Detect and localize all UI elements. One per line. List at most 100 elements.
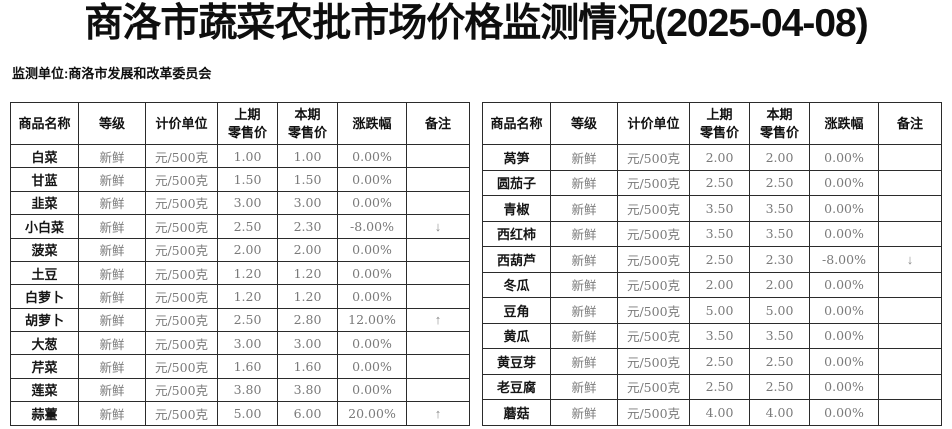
- unit-cell: 元/500克: [145, 307, 218, 333]
- curr-cell: 3.50: [749, 220, 810, 247]
- column-header-name: 商品名称: [482, 102, 551, 145]
- column-header-change: 涨跌幅: [809, 102, 879, 145]
- grade-cell: 新鲜: [550, 195, 618, 222]
- prev-cell: 1.00: [217, 143, 278, 169]
- change-cell: 0.00%: [337, 190, 407, 216]
- remark-cell: ↓: [406, 214, 470, 239]
- column-header-name: 商品名称: [10, 102, 79, 145]
- change-cell: -8.00%: [809, 246, 879, 273]
- remark-cell: [878, 297, 942, 324]
- curr-cell: 1.60: [277, 354, 338, 379]
- prev-cell: 1.50: [217, 167, 278, 192]
- trend-up-icon: ↑: [434, 312, 442, 328]
- table-row: 西红柿 新鲜 元/500克 3.50 3.50 0.00%: [482, 220, 942, 247]
- curr-cell: 1.00: [277, 143, 338, 169]
- product-name-cell: 青椒: [482, 195, 551, 222]
- product-name-cell: 圆茄子: [482, 169, 551, 196]
- grade-cell: 新鲜: [78, 237, 146, 262]
- unit-cell: 元/500克: [145, 401, 218, 426]
- unit-cell: 元/500克: [145, 330, 218, 356]
- grade-cell: 新鲜: [78, 214, 146, 239]
- change-cell: 12.00%: [337, 307, 407, 333]
- column-header-prev: 上期 零售价: [217, 102, 278, 145]
- grade-cell: 新鲜: [550, 169, 618, 196]
- table-row: 圆茄子 新鲜 元/500克 2.50 2.50 0.00%: [482, 169, 942, 196]
- remark-cell: [406, 330, 470, 356]
- table-row: 黄豆芽 新鲜 元/500克 2.50 2.50 0.00%: [482, 348, 942, 375]
- prev-cell: 2.00: [689, 144, 750, 171]
- unit-cell: 元/500克: [617, 297, 690, 324]
- remark-cell: [878, 348, 942, 375]
- change-cell: 0.00%: [337, 167, 407, 192]
- table-row: 甘蓝 新鲜 元/500克 1.50 1.50 0.00%: [10, 167, 470, 192]
- table-row: 老豆腐 新鲜 元/500克 2.50 2.50 0.00%: [482, 373, 942, 400]
- product-name-cell: 冬瓜: [482, 271, 551, 298]
- product-name-cell: 胡萝卜: [10, 307, 79, 333]
- table-row: 西葫芦 新鲜 元/500克 2.50 2.30 -8.00% ↓: [482, 246, 942, 273]
- remark-cell: [406, 377, 470, 403]
- change-cell: 0.00%: [809, 220, 879, 247]
- curr-cell: 3.00: [277, 190, 338, 216]
- grade-cell: 新鲜: [78, 167, 146, 192]
- curr-cell: 6.00: [277, 401, 338, 426]
- curr-cell: 2.30: [277, 214, 338, 239]
- change-cell: 0.00%: [337, 237, 407, 262]
- column-header-curr: 本期 零售价: [749, 102, 810, 145]
- curr-cell: 1.20: [277, 284, 338, 309]
- table-row: 白萝卜 新鲜 元/500克 1.20 1.20 0.00%: [10, 284, 470, 309]
- change-cell: 0.00%: [337, 377, 407, 403]
- change-cell: 0.00%: [809, 169, 879, 196]
- grade-cell: 新鲜: [550, 348, 618, 375]
- grade-cell: 新鲜: [550, 297, 618, 324]
- product-name-cell: 大葱: [10, 330, 79, 356]
- change-cell: 0.00%: [809, 322, 879, 349]
- product-name-cell: 白萝卜: [10, 284, 79, 309]
- unit-cell: 元/500克: [145, 284, 218, 309]
- table-row: 冬瓜 新鲜 元/500克 2.00 2.00 0.00%: [482, 271, 942, 298]
- unit-cell: 元/500克: [617, 399, 690, 426]
- product-name-cell: 老豆腐: [482, 373, 551, 400]
- remark-cell: [406, 354, 470, 379]
- column-header-remark: 备注: [878, 102, 942, 145]
- price-table-left: 商品名称 等级 计价单位 上期 零售价 本期 零售价 涨跌幅 备注 白菜 新鲜 元/500克 1.0…: [10, 102, 470, 426]
- grade-cell: 新鲜: [78, 190, 146, 216]
- product-name-cell: 芹菜: [10, 354, 79, 379]
- prev-cell: 2.50: [689, 373, 750, 400]
- unit-cell: 元/500克: [617, 271, 690, 298]
- curr-cell: 4.00: [749, 399, 810, 426]
- unit-cell: 元/500克: [617, 169, 690, 196]
- prev-cell: 1.60: [217, 354, 278, 379]
- unit-cell: 元/500克: [145, 143, 218, 169]
- product-name-cell: 莴笋: [482, 144, 551, 171]
- product-name-cell: 蒜薹: [10, 401, 79, 426]
- unit-cell: 元/500克: [145, 354, 218, 379]
- table-row: 莴笋 新鲜 元/500克 2.00 2.00 0.00%: [482, 144, 942, 171]
- curr-cell: 2.00: [749, 271, 810, 298]
- change-cell: 0.00%: [809, 271, 879, 298]
- column-header-unit: 计价单位: [617, 102, 690, 145]
- product-name-cell: 西葫芦: [482, 246, 551, 273]
- grade-cell: 新鲜: [550, 246, 618, 273]
- curr-cell: 2.50: [749, 348, 810, 375]
- unit-cell: 元/500克: [145, 237, 218, 262]
- unit-cell: 元/500克: [145, 377, 218, 403]
- unit-cell: 元/500克: [617, 322, 690, 349]
- remark-cell: [406, 167, 470, 192]
- change-cell: 20.00%: [337, 401, 407, 426]
- column-header-grade: 等级: [78, 102, 146, 145]
- prev-cell: 2.50: [689, 169, 750, 196]
- curr-cell: 1.50: [277, 167, 338, 192]
- prev-cell: 5.00: [217, 401, 278, 426]
- prev-cell: 4.00: [689, 399, 750, 426]
- product-name-cell: 菠菜: [10, 237, 79, 262]
- grade-cell: 新鲜: [78, 143, 146, 169]
- table-row: 蘑菇 新鲜 元/500克 4.00 4.00 0.00%: [482, 399, 942, 426]
- page-title: 商洛市蔬菜农批市场价格监测情况(2025-04-08): [84, 2, 868, 45]
- prev-cell: 3.50: [689, 195, 750, 222]
- monitoring-unit-label: 监测单位:商洛市发展和改革委员会: [12, 65, 212, 81]
- prev-cell: 2.50: [689, 246, 750, 273]
- prev-cell: 2.00: [689, 271, 750, 298]
- header-row: 商品名称 等级 计价单位 上期 零售价 本期 零售价 涨跌幅 备注: [482, 102, 942, 145]
- table-row: 大葱 新鲜 元/500克 3.00 3.00 0.00%: [10, 330, 470, 356]
- remark-cell: [878, 271, 942, 298]
